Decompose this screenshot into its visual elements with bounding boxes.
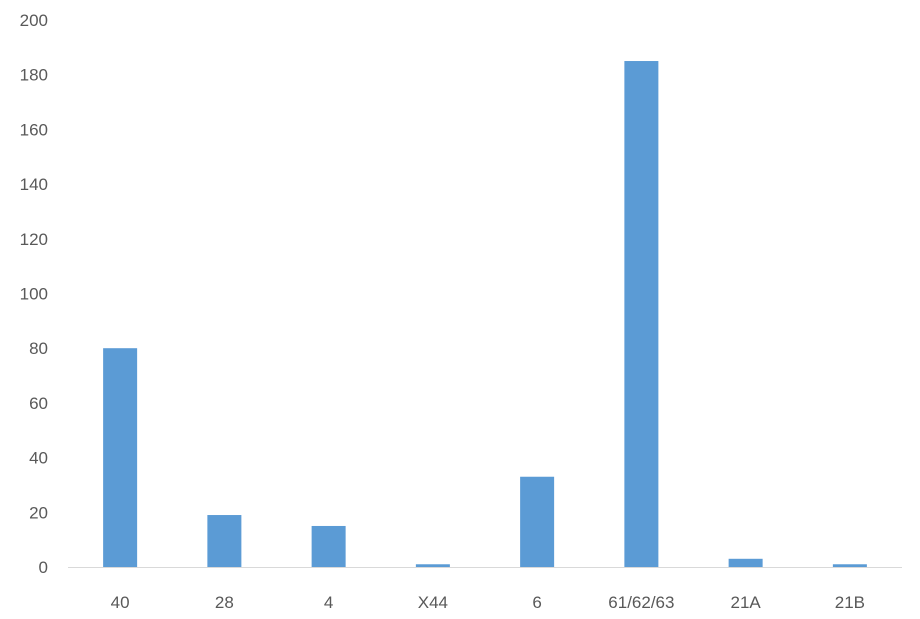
y-tick-label: 40 — [29, 449, 48, 468]
y-tick-label: 120 — [20, 230, 48, 249]
x-tick-label: 6 — [532, 593, 541, 612]
y-tick-label: 0 — [39, 558, 48, 577]
y-tick-label: 20 — [29, 503, 48, 522]
y-tick-label: 80 — [29, 339, 48, 358]
x-tick-label: 28 — [215, 593, 234, 612]
y-tick-label: 140 — [20, 175, 48, 194]
y-tick-label: 160 — [20, 120, 48, 139]
bars-group — [103, 61, 867, 568]
bar-21a — [728, 558, 763, 567]
x-tick-label: 21B — [835, 593, 865, 612]
x-tick-label: 40 — [111, 593, 130, 612]
y-axis-ticks: 0 20 40 60 80 100 120 140 160 180 200 — [20, 11, 48, 577]
bar-61-62-63 — [624, 61, 659, 568]
bar-6 — [520, 476, 555, 567]
x-tick-label: X44 — [418, 593, 448, 612]
x-tick-label: 61/62/63 — [608, 593, 674, 612]
x-tick-label: 4 — [324, 593, 333, 612]
bar-28 — [207, 515, 242, 567]
bar-4 — [311, 525, 346, 567]
y-tick-label: 60 — [29, 394, 48, 413]
x-tick-label: 21A — [731, 593, 762, 612]
bar-40 — [103, 348, 138, 567]
bar-x44 — [415, 564, 450, 567]
y-tick-label: 200 — [20, 11, 48, 30]
x-axis-ticks: 40 28 4 X44 6 61/62/63 21A 21B — [111, 593, 865, 612]
bar-21b — [832, 564, 867, 567]
y-tick-label: 180 — [20, 66, 48, 85]
y-tick-label: 100 — [20, 285, 48, 304]
